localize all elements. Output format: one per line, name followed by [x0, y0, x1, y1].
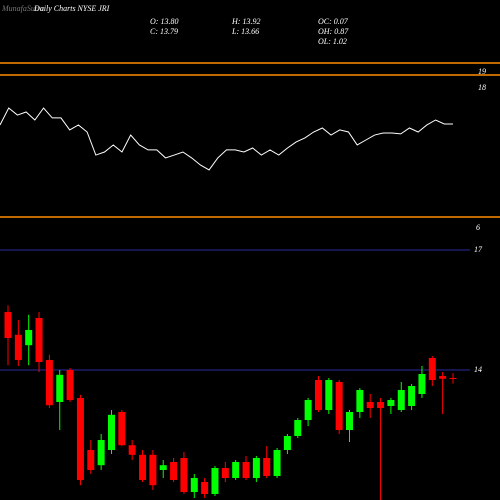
candle-body: [397, 390, 405, 410]
candle-body: [159, 465, 167, 470]
candle-body: [118, 412, 126, 446]
candle-body: [211, 468, 219, 494]
candle-body: [149, 454, 157, 486]
candle-body: [35, 318, 43, 362]
stat-label: OC: 0.07: [318, 17, 349, 26]
candle-body: [408, 386, 416, 406]
candle-body: [314, 380, 322, 410]
candle-body: [242, 462, 250, 478]
chart-title: Daily Charts NYSE JRI: [33, 4, 110, 13]
y-tick-label: 18: [478, 83, 486, 92]
candle-body: [221, 468, 229, 478]
stat-label: L: 13.66: [231, 27, 259, 36]
stat-label: OH: 0.87: [318, 27, 349, 36]
stat-label: H: 13.92: [231, 17, 260, 26]
candle-body: [252, 458, 260, 478]
y-tick-label: 17: [474, 245, 483, 254]
candle-body: [263, 458, 271, 476]
stat-label: OL: 1.02: [318, 37, 347, 46]
candle-body: [283, 436, 291, 450]
candle-body: [449, 378, 457, 379]
y-tick-label: 14: [474, 365, 482, 374]
candle-body: [387, 400, 395, 406]
candle-body: [325, 380, 333, 410]
candle-body: [180, 458, 188, 492]
annotation: 6: [476, 223, 480, 232]
candle-body: [25, 330, 33, 346]
candle-body: [232, 462, 240, 478]
candle-body: [273, 450, 281, 476]
candle-body: [45, 360, 53, 406]
candle-body: [107, 414, 115, 450]
candle-body: [128, 445, 136, 455]
price-line: [0, 107, 453, 171]
candle-body: [294, 420, 302, 436]
candle-body: [170, 462, 178, 480]
candle-body: [14, 334, 22, 360]
candle-body: [304, 400, 312, 420]
candle-body: [428, 358, 436, 380]
stat-label: O: 13.80: [150, 17, 178, 26]
candle-body: [201, 482, 209, 494]
candle-body: [97, 440, 105, 466]
candle-body: [366, 402, 374, 408]
candle-body: [76, 398, 84, 480]
watermark: MunafaSutra: [1, 4, 44, 13]
candle-body: [56, 374, 64, 402]
candle-body: [335, 382, 343, 430]
candle-body: [377, 402, 385, 408]
candle-body: [356, 390, 364, 412]
stat-label: C: 13.79: [150, 27, 178, 36]
candle-body: [4, 312, 12, 338]
y-tick-label: 19: [478, 67, 486, 76]
candle-body: [190, 478, 198, 492]
candle-body: [346, 412, 354, 430]
candle-body: [439, 376, 447, 379]
candle-body: [418, 374, 426, 394]
candle-body: [139, 454, 147, 480]
candle-body: [66, 370, 74, 400]
candle-body: [87, 450, 95, 470]
